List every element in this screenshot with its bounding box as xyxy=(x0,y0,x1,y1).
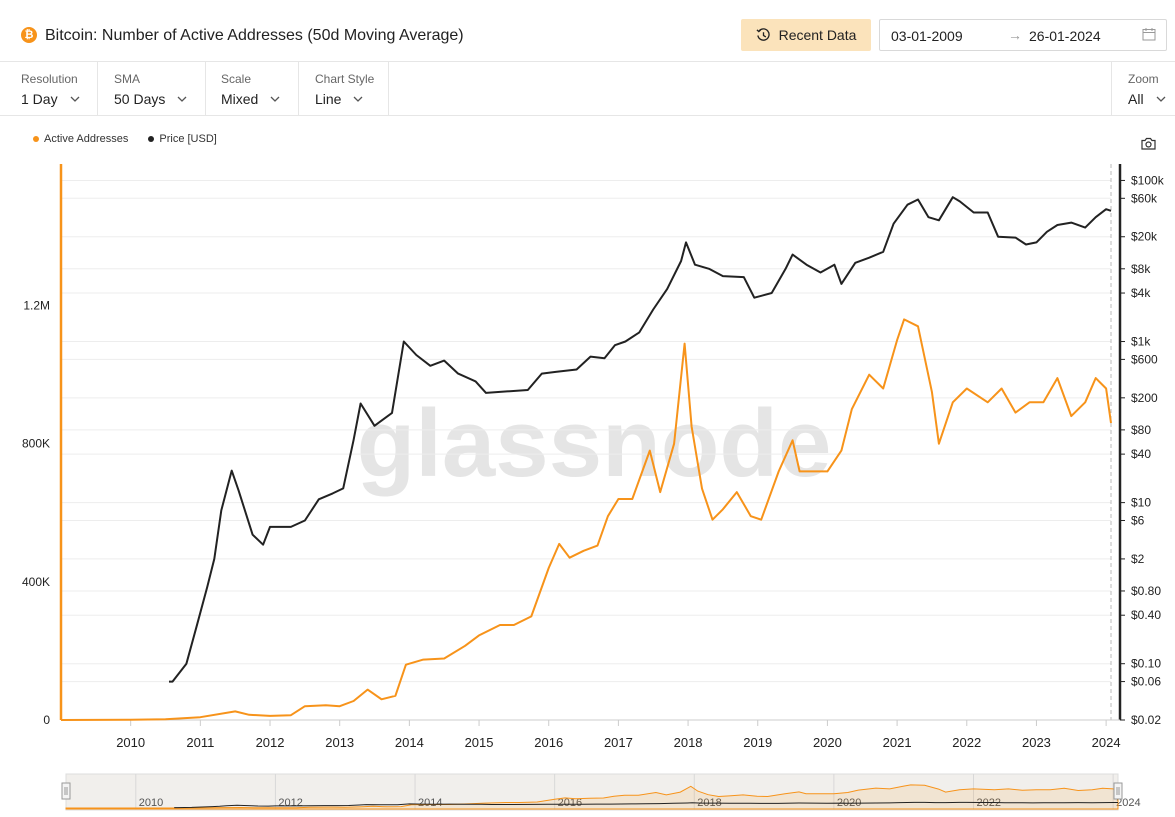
chevron-down-icon xyxy=(70,96,80,102)
navigator-handle-right[interactable] xyxy=(1113,782,1123,800)
zoom-select[interactable]: Zoom All xyxy=(1111,62,1175,116)
x-tick-label: 2020 xyxy=(813,735,842,750)
x-tick-label: 2021 xyxy=(883,735,912,750)
chart-controls: Resolution 1 Day SMA 50 Days Scale Mixed… xyxy=(0,62,1175,116)
sma-label: SMA xyxy=(114,72,141,86)
camera-icon[interactable] xyxy=(1141,137,1156,150)
navigator-tick-label: 2014 xyxy=(418,797,442,809)
right-tick-label: $2 xyxy=(1131,552,1145,566)
bitcoin-icon: ₿ xyxy=(21,27,37,43)
resolution-label: Resolution xyxy=(21,72,78,86)
watermark: glassnode xyxy=(357,390,832,497)
navigator-tick-label: 2018 xyxy=(697,797,721,809)
zoom-label: Zoom xyxy=(1128,72,1159,86)
chevron-down-icon xyxy=(270,96,280,102)
chart-legend: Active Addresses Price [USD] xyxy=(33,133,217,145)
right-tick-label: $8k xyxy=(1131,262,1151,276)
scale-value: Mixed xyxy=(221,91,259,107)
date-from-input[interactable]: 03-01-2009 xyxy=(891,28,963,44)
right-tick-label: $20k xyxy=(1131,230,1158,244)
x-tick-label: 2011 xyxy=(186,735,214,750)
history-icon xyxy=(756,27,770,41)
navigator-series-line xyxy=(174,801,1118,809)
left-tick-label: 800K xyxy=(22,437,50,451)
x-tick-label: 2024 xyxy=(1092,735,1121,750)
right-tick-label: $0.10 xyxy=(1131,657,1161,671)
legend-label: Price [USD] xyxy=(159,133,217,145)
navigator-series-area xyxy=(65,784,1119,810)
right-tick-label: $0.40 xyxy=(1131,608,1161,622)
right-tick-label: $0.80 xyxy=(1131,584,1161,598)
x-tick-label: 2014 xyxy=(395,735,424,750)
chart-title: Bitcoin: Number of Active Addresses (50d… xyxy=(45,27,464,44)
calendar-icon[interactable] xyxy=(1142,27,1156,41)
right-tick-label: $60k xyxy=(1131,191,1158,205)
navigator-handle-left[interactable] xyxy=(61,782,71,800)
resolution-value: 1 Day xyxy=(21,91,58,107)
navigator-background[interactable] xyxy=(65,773,1119,811)
right-tick-label: $4k xyxy=(1131,286,1151,300)
legend-item-price[interactable]: Price [USD] xyxy=(148,133,217,145)
legend-dot xyxy=(148,136,155,142)
navigator-tick-label: 2016 xyxy=(558,797,582,809)
right-tick-label: $200 xyxy=(1131,391,1158,405)
x-tick-label: 2015 xyxy=(465,735,494,750)
right-tick-label: $80 xyxy=(1131,423,1151,437)
x-tick-label: 2017 xyxy=(604,735,633,750)
chevron-down-icon xyxy=(177,96,187,102)
right-tick-label: $0.06 xyxy=(1131,675,1161,689)
arrow-right-icon: → xyxy=(1008,27,1022,43)
recent-data-button[interactable]: Recent Data xyxy=(741,19,871,51)
legend-label: Active Addresses xyxy=(44,133,129,145)
date-to-input[interactable]: 26-01-2024 xyxy=(1029,28,1101,44)
scale-label: Scale xyxy=(221,72,252,86)
chevron-down-icon xyxy=(354,96,363,102)
zoom-value: All xyxy=(1128,91,1144,107)
right-tick-label: $600 xyxy=(1131,352,1158,366)
x-tick-label: 2013 xyxy=(325,735,354,750)
right-tick-label: $0.02 xyxy=(1131,713,1161,727)
right-tick-label: $40 xyxy=(1131,447,1151,461)
recent-data-label: Recent Data xyxy=(778,27,857,43)
right-tick-label: $100k xyxy=(1131,173,1165,187)
navigator-tick-label: 2022 xyxy=(976,797,1000,809)
legend-item-active-addresses[interactable]: Active Addresses xyxy=(33,133,128,145)
navigator-tick-label: 2010 xyxy=(139,797,163,809)
x-tick-label: 2010 xyxy=(116,735,145,750)
x-tick-label: 2019 xyxy=(743,735,772,750)
scale-select[interactable]: Scale Mixed xyxy=(206,62,299,116)
chevron-down-icon xyxy=(1156,96,1166,102)
sma-select[interactable]: SMA 50 Days xyxy=(98,62,206,116)
x-tick-label: 2016 xyxy=(534,735,563,750)
navigator-tick-label: 2012 xyxy=(278,797,302,809)
sma-value: 50 Days xyxy=(114,91,166,107)
right-tick-label: $1k xyxy=(1131,335,1151,349)
x-tick-label: 2022 xyxy=(952,735,981,750)
navigator-tick-label: 2020 xyxy=(837,797,861,809)
date-range-picker[interactable]: 03-01-2009 → 26-01-2024 xyxy=(879,19,1167,51)
chart-header: ₿ Bitcoin: Number of Active Addresses (5… xyxy=(0,0,1175,62)
chart-style-select[interactable]: Chart Style Line xyxy=(299,62,389,116)
navigator-tick-label: 2024 xyxy=(1116,797,1140,809)
right-tick-label: $6 xyxy=(1131,513,1145,527)
x-tick-label: 2023 xyxy=(1022,735,1051,750)
series-line-active-addresses xyxy=(60,318,1112,721)
series-line-price-usd xyxy=(169,196,1112,683)
right-tick-label: $10 xyxy=(1131,496,1151,510)
left-tick-label: 1.2M xyxy=(23,299,50,313)
x-tick-label: 2012 xyxy=(256,735,285,750)
legend-dot xyxy=(33,136,39,142)
chart-style-value: Line xyxy=(315,91,342,107)
left-tick-label: 400K xyxy=(22,575,50,589)
left-tick-label: 0 xyxy=(43,713,50,727)
x-tick-label: 2018 xyxy=(674,735,703,750)
resolution-select[interactable]: Resolution 1 Day xyxy=(0,62,98,116)
chart-style-label: Chart Style xyxy=(315,72,375,86)
